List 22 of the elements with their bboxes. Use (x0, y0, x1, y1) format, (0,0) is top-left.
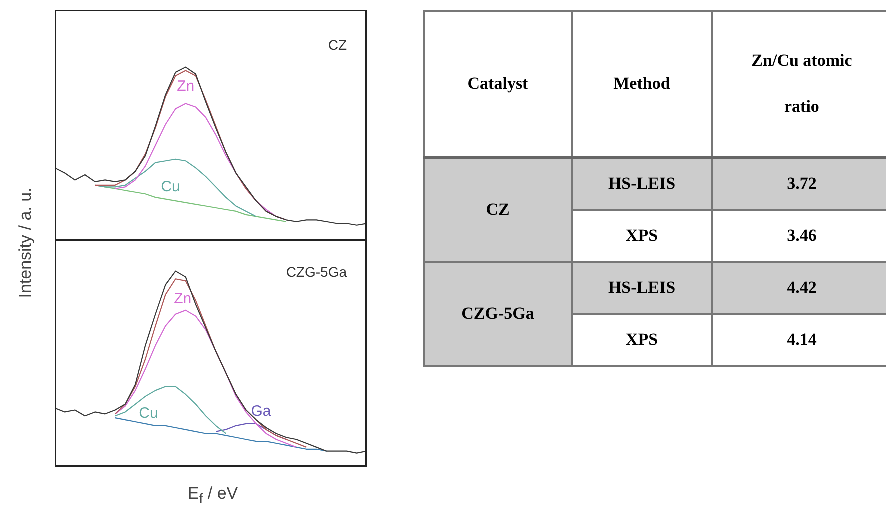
text: 4.42 (787, 278, 817, 297)
series-label: Zn (177, 78, 195, 95)
series-label: Cu (161, 178, 180, 196)
text: CZ (486, 200, 510, 219)
chart-title: CZG-5Ga (286, 264, 348, 280)
text: 4.14 (787, 330, 817, 349)
series-label: Zn (174, 290, 192, 308)
text: XPS (626, 330, 658, 349)
category-label: Catalyst (424, 11, 572, 158)
x-axis-title: E$_{f}$ / eV (188, 484, 238, 508)
text: 3.46 (787, 226, 817, 245)
series-label: Cu (139, 404, 158, 422)
series-label: Ga (251, 403, 272, 420)
chart-title: CZ (328, 36, 348, 53)
text: HS-LEIS (608, 174, 676, 193)
text: CZG-5Ga (462, 304, 534, 323)
text: XPS (626, 226, 658, 245)
y-axis-title: Intensity / a. u. (16, 188, 36, 298)
text: 3.72 (787, 174, 817, 193)
text: HS-LEIS (608, 278, 676, 297)
category-label: Zn/Cu atomic ratio (752, 51, 852, 116)
category-label: Method (572, 11, 712, 158)
